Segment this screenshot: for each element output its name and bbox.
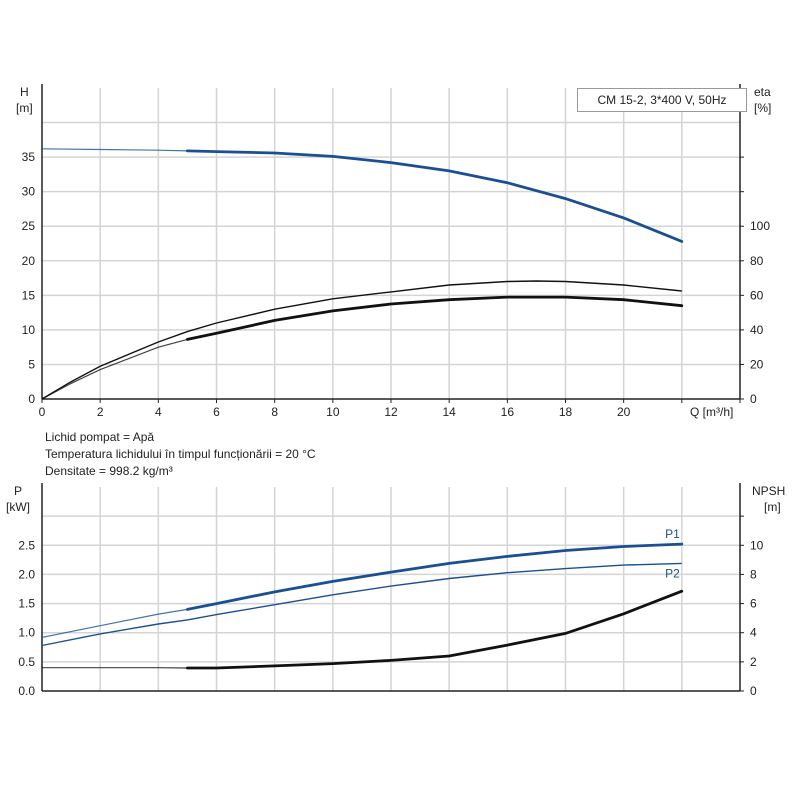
y2-tick-label: 10 [750, 538, 764, 552]
x-tick-label: 12 [384, 405, 398, 419]
y-axis-name: P [14, 484, 22, 498]
y2-tick-label: 4 [750, 626, 757, 640]
y-tick-label: 10 [22, 323, 36, 337]
y2-axis-name: NPSH [752, 484, 785, 498]
y2-tick-label: 2 [750, 655, 757, 669]
pump-model-label: CM 15-2, 3*400 V, 50Hz [577, 88, 747, 112]
x-tick-label: 14 [442, 405, 456, 419]
y-tick-label: 5 [28, 357, 35, 371]
x-tick-label: 8 [271, 405, 278, 419]
series-label-p1: P1 [665, 527, 680, 541]
y2-tick-label: 6 [750, 597, 757, 611]
x-tick-label: 20 [617, 405, 631, 419]
x-tick-label: 4 [155, 405, 162, 419]
y2-tick-label: 8 [750, 567, 757, 581]
series-line [41, 562, 682, 647]
info-liquid: Lichid pompat = Apă [45, 430, 155, 444]
y-tick-label: 25 [22, 219, 36, 233]
info-temperature: Temperatura lichidului în timpul funcțio… [45, 447, 316, 461]
y-tick-label: 35 [22, 150, 36, 164]
y2-axis-name: eta [754, 85, 771, 99]
y2-axis-unit: [m] [764, 500, 781, 514]
y2-tick-label: 100 [750, 219, 770, 233]
y-tick-label: 1.5 [18, 597, 35, 611]
x-tick-label: 10 [326, 405, 340, 419]
y-axis-unit: [m] [16, 101, 33, 115]
x-tick-label: 16 [501, 405, 515, 419]
y-tick-label: 2.5 [18, 538, 35, 552]
y-tick-label: 20 [22, 254, 36, 268]
series-line [186, 149, 684, 243]
y2-tick-label: 20 [750, 357, 764, 371]
y2-tick-label: 0 [750, 392, 757, 406]
y-axis-name: H [20, 85, 29, 99]
y2-axis-unit: [%] [754, 101, 771, 115]
x-tick-label: 18 [559, 405, 573, 419]
y-tick-label: 2.0 [18, 567, 35, 581]
y-axis-unit: [kW] [6, 500, 30, 514]
y-tick-label: 1.0 [18, 626, 35, 640]
series-line [186, 295, 684, 341]
series-line-extrapolated [41, 148, 188, 152]
y2-tick-label: 80 [750, 254, 764, 268]
y-tick-label: 30 [22, 185, 36, 199]
x-tick-label: 2 [97, 405, 104, 419]
y2-tick-label: 40 [750, 323, 764, 337]
x-axis-label: Q [m³/h] [690, 405, 733, 419]
y2-tick-label: 60 [750, 288, 764, 302]
y2-tick-label: 0 [750, 684, 757, 698]
y-tick-label: 0 [28, 392, 35, 406]
series-line-extrapolated [41, 338, 188, 400]
y-tick-label: 0.0 [18, 684, 35, 698]
series-line-extrapolated [41, 608, 188, 638]
y-tick-label: 0.5 [18, 655, 35, 669]
series-label-p2: P2 [665, 566, 680, 580]
info-density: Densitate = 998.2 kg/m³ [45, 464, 173, 478]
x-tick-label: 6 [213, 405, 220, 419]
series-line [41, 280, 682, 400]
series-line [186, 542, 684, 611]
x-tick-label: 0 [39, 405, 46, 419]
y-tick-label: 15 [22, 288, 36, 302]
series-line [186, 589, 684, 670]
